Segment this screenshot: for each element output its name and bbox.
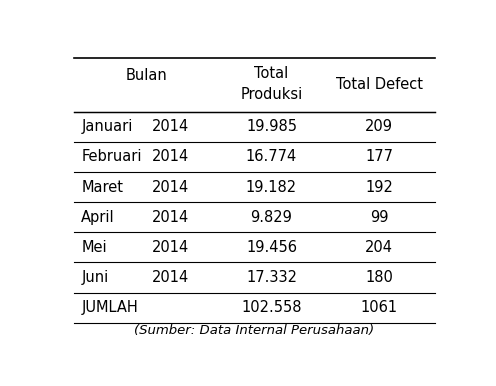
Text: Bulan: Bulan [125,68,168,83]
Text: 2014: 2014 [152,270,189,285]
Text: 17.332: 17.332 [246,270,297,285]
Text: 2014: 2014 [152,179,189,195]
Text: 2014: 2014 [152,210,189,225]
Text: JUMLAH: JUMLAH [81,300,138,315]
Text: Total: Total [254,66,289,81]
Text: 16.774: 16.774 [246,149,297,164]
Text: Mei: Mei [81,240,107,255]
Text: 2014: 2014 [152,149,189,164]
Text: Produksi: Produksi [241,87,303,102]
Text: Februari: Februari [81,149,142,164]
Text: 180: 180 [365,270,393,285]
Text: 102.558: 102.558 [241,300,302,315]
Text: 19.985: 19.985 [246,119,297,134]
Text: 1061: 1061 [361,300,398,315]
Text: 2014: 2014 [152,240,189,255]
Text: Total Defect: Total Defect [336,78,423,93]
Text: 9.829: 9.829 [250,210,293,225]
Text: Maret: Maret [81,179,123,195]
Text: April: April [81,210,115,225]
Text: 19.182: 19.182 [246,179,297,195]
Text: Juni: Juni [81,270,109,285]
Text: 19.456: 19.456 [246,240,297,255]
Text: 99: 99 [370,210,388,225]
Text: 192: 192 [365,179,393,195]
Text: 2014: 2014 [152,119,189,134]
Text: Januari: Januari [81,119,132,134]
Text: 209: 209 [365,119,393,134]
Text: 177: 177 [365,149,393,164]
Text: (Sumber: Data Internal Perusahaan): (Sumber: Data Internal Perusahaan) [134,324,374,337]
Text: 204: 204 [365,240,393,255]
